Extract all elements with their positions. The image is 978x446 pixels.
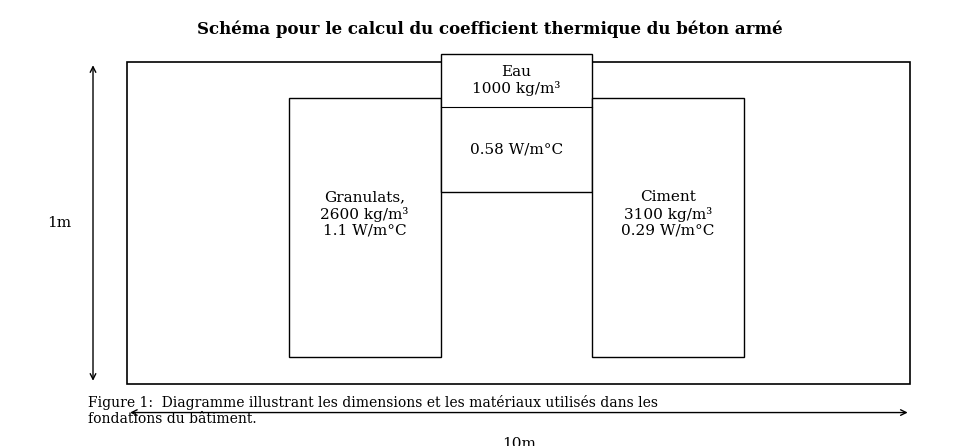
Bar bbox=[127, 62, 910, 384]
Bar bbox=[440, 54, 592, 192]
Text: Ciment
3100 kg/m³
0.29 W/m°C: Ciment 3100 kg/m³ 0.29 W/m°C bbox=[621, 190, 714, 238]
Text: Figure 1:  Diagramme illustrant les dimensions et les matériaux utilisés dans le: Figure 1: Diagramme illustrant les dimen… bbox=[88, 395, 657, 426]
Text: Granulats,
2600 kg/m³
1.1 W/m°C: Granulats, 2600 kg/m³ 1.1 W/m°C bbox=[320, 190, 409, 238]
Text: Eau
1000 kg/m³: Eau 1000 kg/m³ bbox=[471, 65, 560, 96]
Bar bbox=[592, 98, 743, 357]
Text: 0.58 W/m°C: 0.58 W/m°C bbox=[469, 142, 562, 157]
Text: 1m: 1m bbox=[47, 216, 71, 230]
Text: Schéma pour le calcul du coefficient thermique du béton armé: Schéma pour le calcul du coefficient the… bbox=[197, 20, 781, 37]
Bar bbox=[289, 98, 440, 357]
Text: 10m: 10m bbox=[502, 437, 535, 446]
